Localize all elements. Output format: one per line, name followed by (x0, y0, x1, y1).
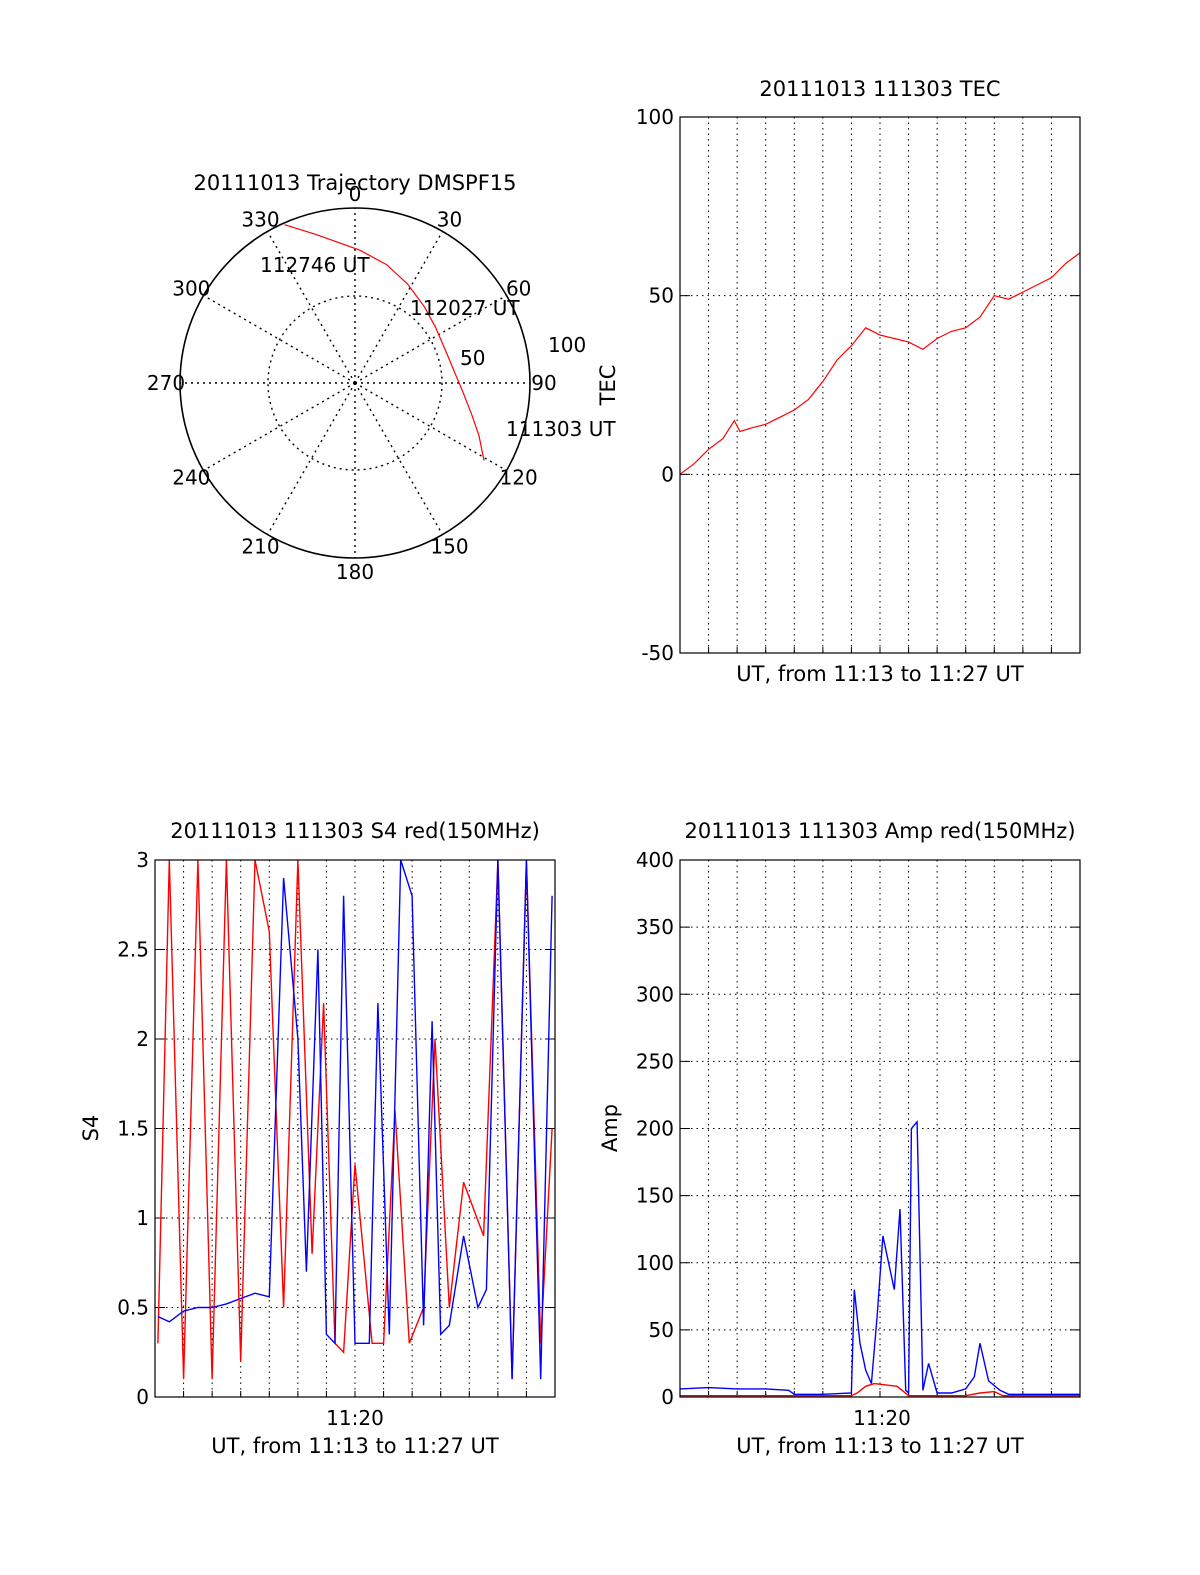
azimuth-label-300: 300 (172, 277, 210, 301)
y-tick-label: 0 (136, 1385, 149, 1409)
tec-plot: 20111013 111303 TEC -50 0 50 100 UT, from 1… (596, 77, 1081, 686)
annotation-111303: 111303 UT (506, 417, 616, 441)
polar-spoke-120 (354, 382, 507, 472)
azimuth-label-210: 210 (241, 535, 279, 559)
s4-frame (154, 859, 556, 1398)
azimuth-label-150: 150 (430, 535, 468, 559)
polar-spoke-240 (203, 382, 356, 472)
y-tick-label: -50 (641, 641, 674, 665)
azimuth-label-0: 0 (349, 182, 362, 206)
amp-xtick-1120: 11:20 (853, 1406, 911, 1430)
y-tick-label: 350 (636, 915, 674, 939)
y-tick-label: 250 (636, 1049, 674, 1073)
s4-series-blue (157, 859, 553, 1380)
s4-series-red (157, 859, 553, 1380)
y-tick-label: 400 (636, 848, 674, 872)
polar-radial-label-100: 100 (548, 333, 586, 357)
s4-xlabel: UT, from 11:13 to 11:27 UT (211, 1434, 499, 1458)
y-tick-label: 3 (136, 848, 149, 872)
amp-plot: 20111013 111303 Amp red(150MHz) 0 50 100 15… (598, 819, 1081, 1458)
y-tick-label: 300 (636, 982, 674, 1006)
y-tick-label: 2.5 (117, 938, 149, 962)
azimuth-label-240: 240 (172, 466, 210, 490)
polar-trajectory-plot: 20111013 Trajectory DMSPF15 0 30 60 90 120 15… (147, 171, 616, 584)
s4-title: 20111013 111303 S4 red(150MHz) (170, 819, 540, 843)
tec-y-ticks: -50 0 50 100 (636, 105, 1080, 665)
amp-ylabel: Amp (598, 1104, 622, 1152)
polar-spoke-300 (203, 294, 356, 384)
y-tick-label: 150 (636, 1184, 674, 1208)
amp-series (679, 1119, 1080, 1397)
y-tick-label: 100 (636, 1251, 674, 1275)
y-tick-label: 0 (661, 462, 674, 486)
polar-title: 20111013 Trajectory DMSPF15 (193, 171, 516, 195)
azimuth-label-90: 90 (531, 371, 556, 395)
amp-frame (679, 859, 1081, 1398)
polar-grid-ring-outer (267, 295, 443, 471)
amp-series-blue (679, 1119, 1080, 1395)
y-tick-label: 0 (661, 1385, 674, 1409)
y-tick-label: 1 (136, 1206, 149, 1230)
s4-xtick-1120: 11:20 (326, 1406, 384, 1430)
y-tick-label: 2 (136, 1027, 149, 1051)
tec-frame (679, 116, 1081, 654)
azimuth-label-30: 30 (437, 207, 462, 231)
tec-ylabel: TEC (596, 365, 620, 407)
polar-spoke-210 (266, 382, 356, 535)
y-tick-label: 50 (649, 1318, 674, 1342)
s4-series (157, 859, 553, 1380)
polar-spoke-30 (354, 231, 444, 384)
tec-grid (680, 117, 1080, 653)
amp-title: 20111013 111303 Amp red(150MHz) (684, 819, 1075, 843)
tec-series-line (679, 252, 1081, 475)
amp-xlabel: UT, from 11:13 to 11:27 UT (736, 1434, 1024, 1458)
azimuth-label-180: 180 (336, 560, 374, 584)
y-tick-label: 200 (636, 1117, 674, 1141)
amp-series-red (680, 1382, 1080, 1397)
polar-radial-label-50: 50 (460, 346, 485, 370)
polar-spoke-60 (354, 294, 507, 384)
s4-ylabel: S4 (79, 1115, 103, 1142)
y-tick-label: 0.5 (117, 1296, 149, 1320)
polar-spoke-150 (354, 382, 444, 535)
trajectory-line (284, 224, 485, 461)
azimuth-label-60: 60 (506, 277, 531, 301)
polar-frame (179, 207, 531, 559)
y-tick-label: 50 (649, 284, 674, 308)
annotation-112027: 112027 UT (410, 296, 520, 320)
polar-spoke-330 (266, 231, 356, 384)
azimuth-label-330: 330 (241, 207, 279, 231)
azimuth-label-270: 270 (147, 371, 185, 395)
amp-grid (680, 860, 1080, 1397)
tec-xlabel: UT, from 11:13 to 11:27 UT (736, 662, 1024, 686)
annotation-112746: 112746 UT (260, 253, 370, 277)
y-tick-label: 1.5 (117, 1117, 149, 1141)
polar-azimuth-labels: 0 30 60 90 120 150 180 210 240 270 300 330 (147, 182, 557, 584)
amp-y-ticks: 0 50 100 150 200 250 300 350 400 (636, 848, 1080, 1409)
tec-title: 20111013 111303 TEC (759, 77, 1000, 101)
azimuth-label-120: 120 (500, 466, 538, 490)
y-tick-label: 100 (636, 105, 674, 129)
polar-spokes (180, 208, 530, 558)
s4-y-ticks: 0 0.5 1 1.5 2 2.5 3 (117, 848, 555, 1409)
s4-plot: 20111013 111303 S4 red(150MHz) 0 0.5 1 1.5 2… (79, 819, 556, 1458)
